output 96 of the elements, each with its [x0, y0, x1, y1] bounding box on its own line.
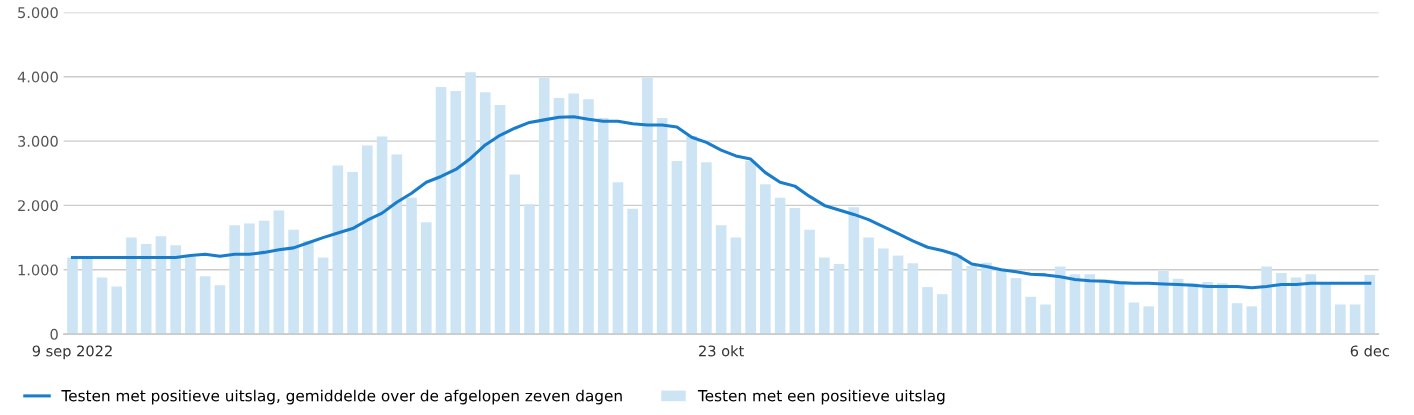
- y-tick-label: 2.000: [18, 200, 58, 212]
- bar: [465, 72, 476, 335]
- bar: [760, 184, 771, 335]
- bar: [96, 277, 108, 335]
- bar: [1099, 279, 1110, 335]
- bar: [597, 117, 609, 335]
- bar: [140, 244, 152, 335]
- bar: [406, 197, 417, 335]
- y-tick-label: 1.000: [18, 264, 58, 276]
- bar: [583, 99, 594, 335]
- bar: [332, 165, 344, 335]
- bar: [347, 171, 358, 335]
- bar: [730, 237, 742, 335]
- bar: [686, 135, 697, 335]
- y-tick-label: 4.000: [17, 71, 58, 83]
- bar: [981, 262, 992, 335]
- bar: [642, 78, 653, 335]
- bar: [951, 254, 963, 335]
- bar: [1143, 306, 1154, 335]
- bar: [612, 182, 624, 335]
- bar: [126, 237, 137, 335]
- bar: [199, 276, 211, 335]
- bar: [435, 87, 447, 335]
- bar: [833, 263, 845, 335]
- bar: [715, 225, 727, 335]
- y-tick-label: 0: [50, 328, 58, 340]
- bar: [81, 257, 93, 335]
- bar: [568, 93, 580, 335]
- bar: [1276, 272, 1287, 335]
- x-tick-label: 9 sep 2022: [32, 345, 112, 360]
- bar: [229, 225, 240, 335]
- bar: [995, 269, 1007, 335]
- line-series: [70, 115, 1372, 290]
- bar: [303, 240, 314, 335]
- bar: [391, 154, 403, 335]
- bar: [288, 229, 299, 335]
- bar: [111, 286, 123, 335]
- bar: [627, 208, 638, 335]
- bar: [494, 105, 506, 335]
- bar: [848, 207, 860, 335]
- bar: [1349, 304, 1361, 335]
- x-tick-label: 6 dec: [1350, 345, 1389, 357]
- bar: [1231, 303, 1243, 335]
- bar: [317, 257, 329, 335]
- bar: [155, 236, 167, 335]
- bar: [936, 294, 948, 335]
- bar: [966, 265, 978, 335]
- bar: [258, 220, 270, 335]
- bar: [1246, 306, 1258, 335]
- bar: [1128, 302, 1140, 335]
- bar: [671, 161, 683, 335]
- bar: [1217, 283, 1228, 335]
- bar: [170, 245, 181, 335]
- bar: [1054, 266, 1066, 335]
- bar: [863, 237, 874, 335]
- bar: [701, 162, 712, 335]
- bar: [244, 223, 255, 335]
- bar: [892, 255, 904, 335]
- bar: [907, 263, 919, 335]
- bar: [789, 208, 801, 335]
- y-tick-label: 5.000: [18, 7, 58, 19]
- x-tick-label: 23 okt: [699, 345, 744, 357]
- bar: [420, 222, 432, 335]
- bar: [804, 229, 815, 335]
- bar: [1084, 274, 1096, 335]
- y-tick-label: 3.000: [18, 135, 58, 147]
- bar: [1202, 281, 1213, 335]
- bar: [1113, 283, 1125, 335]
- bar: [878, 248, 889, 335]
- bar: [1158, 271, 1169, 335]
- bar: [362, 145, 373, 335]
- bar: [1335, 304, 1346, 335]
- bar: [214, 285, 226, 335]
- bar: [538, 78, 550, 335]
- bar: [450, 90, 462, 335]
- bar: [376, 136, 388, 335]
- bar: [524, 204, 535, 335]
- bar: [67, 257, 78, 335]
- bar: [922, 287, 933, 335]
- legend-label: Testen met positieve uitslag, gemiddelde over de afgelopen zeven dagen: [61, 389, 622, 405]
- bar: [553, 98, 565, 335]
- bar: [656, 117, 668, 335]
- bar: [185, 256, 196, 335]
- bar: [774, 197, 786, 335]
- bar: [273, 210, 285, 335]
- bar: [1025, 296, 1037, 335]
- bar: [479, 92, 491, 335]
- bar: [1040, 304, 1051, 335]
- legend-label: Testen met een positieve uitslag: [697, 389, 945, 405]
- bar: [1320, 283, 1331, 335]
- bar: [1261, 266, 1272, 335]
- bar: [1010, 278, 1022, 335]
- bar: [509, 174, 521, 335]
- bar: [819, 257, 830, 335]
- bar: [745, 161, 756, 335]
- bar: [1364, 274, 1376, 335]
